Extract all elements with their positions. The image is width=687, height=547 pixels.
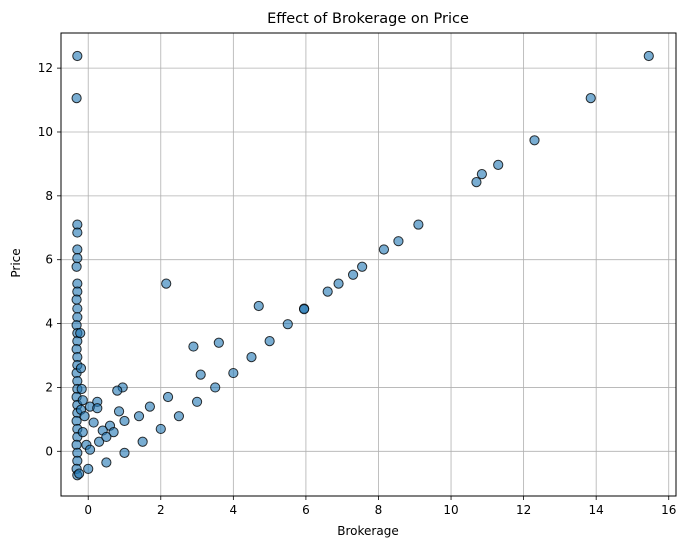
y-axis-title: Price xyxy=(9,248,23,277)
data-point xyxy=(322,286,333,297)
data-point xyxy=(155,423,166,435)
y-tick-label: 10 xyxy=(38,125,53,139)
data-point xyxy=(71,93,82,104)
data-point xyxy=(71,294,82,305)
data-point xyxy=(137,436,148,447)
data-point xyxy=(119,447,130,458)
plot-frame xyxy=(60,32,677,497)
x-tick-label: 14 xyxy=(589,503,604,517)
data-point xyxy=(72,253,83,264)
data-point xyxy=(246,352,257,363)
data-point xyxy=(378,244,390,255)
x-tick-label: 0 xyxy=(84,503,92,517)
data-point xyxy=(161,278,172,289)
data-point xyxy=(213,337,224,348)
data-point xyxy=(393,236,404,247)
data-point xyxy=(357,261,368,272)
data-point xyxy=(188,341,199,352)
data-point xyxy=(162,391,174,403)
y-axis-ticks: 0 2 4 6 8 10 12 xyxy=(38,61,61,458)
data-point xyxy=(77,395,88,406)
data-point xyxy=(75,328,86,339)
x-tick-label: 8 xyxy=(375,503,383,517)
data-point xyxy=(72,303,83,314)
data-point xyxy=(529,135,540,146)
chart-title: Effect of Brokerage on Price xyxy=(267,11,469,27)
data-point xyxy=(79,411,90,422)
data-point xyxy=(264,336,275,347)
data-point xyxy=(347,269,359,280)
y-tick-label: 6 xyxy=(45,253,53,267)
data-point xyxy=(471,177,482,188)
data-point xyxy=(476,169,487,180)
data-point xyxy=(71,261,82,272)
data-point xyxy=(113,406,125,417)
data-point xyxy=(413,219,424,230)
data-point xyxy=(101,457,112,468)
data-point xyxy=(76,383,87,395)
x-tick-label: 2 xyxy=(157,503,165,517)
data-point xyxy=(643,50,654,62)
grid xyxy=(61,33,676,496)
data-point xyxy=(228,367,239,379)
data-point xyxy=(253,300,264,312)
data-point xyxy=(144,401,155,412)
data-point xyxy=(75,363,87,374)
data-point xyxy=(92,403,103,414)
data-point xyxy=(282,319,293,330)
data-point xyxy=(72,227,83,238)
data-point xyxy=(72,244,83,255)
x-tick-label: 16 xyxy=(661,503,676,517)
x-tick-label: 4 xyxy=(230,503,238,517)
x-tick-label: 12 xyxy=(516,503,531,517)
data-point xyxy=(173,411,185,422)
data-point xyxy=(112,385,123,396)
x-tick-label: 10 xyxy=(443,503,458,517)
data-point xyxy=(93,436,105,447)
data-point xyxy=(84,444,96,455)
y-tick-label: 8 xyxy=(45,189,53,203)
x-tick-label: 6 xyxy=(302,503,310,517)
data-point xyxy=(585,93,596,104)
data-point xyxy=(133,411,145,422)
data-point xyxy=(210,382,221,393)
data-point xyxy=(119,415,130,427)
data-point xyxy=(83,463,94,474)
data-point xyxy=(108,427,119,438)
data-point xyxy=(191,396,203,407)
data-point xyxy=(298,304,310,315)
data-point xyxy=(77,427,88,438)
y-tick-label: 12 xyxy=(38,61,53,75)
data-point xyxy=(333,278,344,289)
data-point xyxy=(72,50,83,62)
data-points xyxy=(71,50,654,481)
data-point xyxy=(195,369,206,380)
y-tick-label: 4 xyxy=(45,317,53,331)
y-tick-label: 2 xyxy=(45,380,53,394)
data-point xyxy=(88,417,99,428)
data-point xyxy=(493,159,504,170)
y-tick-label: 0 xyxy=(45,444,53,458)
data-point xyxy=(74,468,85,479)
data-point xyxy=(101,431,112,443)
x-axis-title: Brokerage xyxy=(337,524,398,538)
x-axis-ticks: 0 2 4 6 8 10 12 14 16 xyxy=(84,496,676,517)
